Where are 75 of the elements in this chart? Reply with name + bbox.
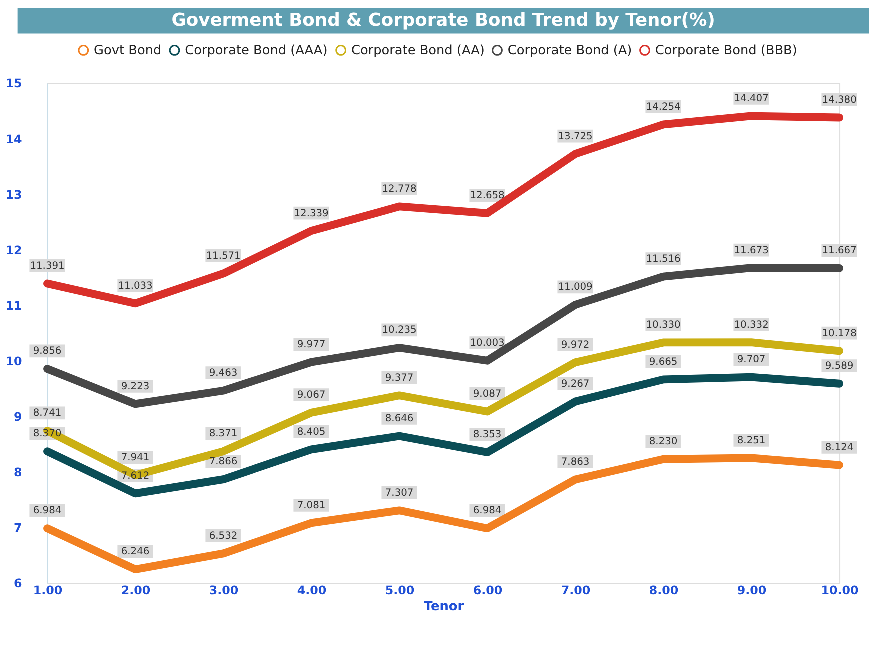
data-label: 10.178 (822, 328, 857, 340)
data-label: 9.856 (33, 346, 62, 358)
data-label: 9.463 (209, 368, 238, 380)
data-label: 6.984 (33, 506, 62, 517)
y-tick-label: 15 (6, 76, 22, 91)
chart-title: Goverment Bond & Corporate Bond Trend by Tenor(%) (172, 10, 716, 31)
data-label: 7.941 (121, 452, 150, 464)
data-label: 10.332 (734, 320, 769, 331)
x-tick-label: 3.00 (209, 584, 239, 598)
data-label: 12.658 (470, 190, 505, 202)
y-tick-label: 6 (14, 576, 22, 591)
y-tick-label: 8 (14, 466, 22, 480)
data-label: 9.377 (385, 372, 414, 384)
data-label: 6.246 (121, 546, 150, 558)
data-label: 9.067 (297, 390, 326, 402)
data-label: 13.725 (558, 131, 593, 142)
data-label: 6.532 (209, 530, 238, 542)
legend-label: Corporate Bond (BBB) (655, 43, 798, 58)
data-label: 8.230 (649, 436, 678, 448)
legend-label: Corporate Bond (A) (508, 43, 632, 58)
y-tick-label: 12 (6, 243, 22, 258)
data-label: 11.033 (118, 280, 153, 292)
data-label: 7.081 (297, 500, 326, 512)
data-label: 11.391 (30, 260, 65, 272)
data-label: 12.339 (294, 208, 329, 220)
y-tick-label: 13 (6, 188, 22, 202)
data-label: 12.778 (382, 184, 417, 195)
x-tick-label: 7.00 (561, 584, 591, 598)
data-label: 10.235 (382, 325, 417, 336)
y-tick-label: 11 (6, 298, 22, 313)
y-tick-label: 7 (14, 521, 22, 536)
x-axis-title: Tenor (424, 599, 465, 614)
data-label: 11.667 (822, 246, 857, 257)
data-label: 8.741 (33, 408, 62, 420)
x-tick-label: 1.00 (33, 584, 63, 598)
x-tick-label: 9.00 (737, 584, 767, 598)
legend-label: Govt Bond (94, 43, 162, 58)
data-label: 6.984 (473, 506, 502, 517)
data-label: 11.673 (734, 245, 769, 256)
data-label: 9.589 (825, 361, 854, 372)
data-label: 9.972 (561, 340, 590, 351)
y-tick-label: 14 (6, 132, 22, 146)
data-label: 9.267 (561, 378, 590, 390)
data-label: 14.407 (734, 93, 769, 104)
data-label: 9.087 (473, 388, 502, 400)
data-label: 14.254 (646, 102, 681, 113)
legend-label: Corporate Bond (AAA) (185, 43, 328, 58)
data-label: 8.251 (737, 435, 766, 446)
data-label: 8.646 (385, 413, 414, 424)
data-label: 11.571 (206, 250, 241, 262)
x-tick-label: 2.00 (121, 584, 151, 598)
data-label: 10.003 (470, 338, 505, 350)
data-label: 11.516 (646, 254, 681, 265)
data-label: 7.307 (385, 488, 414, 499)
data-label: 9.665 (649, 356, 678, 368)
data-label: 7.866 (209, 456, 238, 468)
data-label: 10.330 (646, 320, 681, 331)
x-tick-label: 5.00 (385, 584, 415, 598)
data-label: 8.353 (473, 430, 502, 441)
data-label: 8.124 (825, 442, 854, 454)
legend-label: Corporate Bond (AA) (351, 43, 485, 58)
x-tick-label: 8.00 (649, 584, 679, 598)
data-label: 11.009 (558, 282, 593, 294)
x-tick-label: 10.00 (821, 584, 859, 598)
data-label: 9.977 (297, 339, 326, 350)
data-label: 9.707 (737, 354, 766, 366)
data-label: 14.380 (822, 94, 857, 106)
y-tick-label: 9 (14, 410, 22, 424)
y-tick-label: 10 (6, 354, 22, 368)
x-tick-label: 4.00 (297, 584, 327, 598)
data-label: 8.405 (297, 426, 326, 438)
data-label: 9.223 (121, 381, 150, 392)
data-label: 7.863 (561, 456, 590, 468)
x-tick-label: 6.00 (473, 584, 503, 598)
data-label: 8.371 (209, 428, 238, 440)
